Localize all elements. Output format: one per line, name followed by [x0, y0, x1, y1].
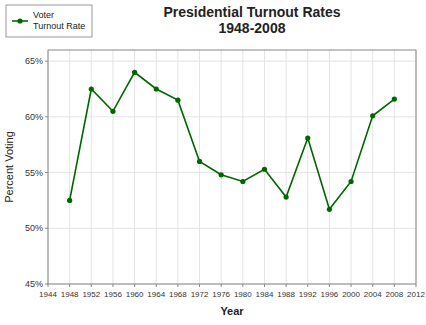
- point: [262, 167, 267, 172]
- y-tick-label: 55%: [25, 168, 43, 178]
- chart: 1944 19481952 1956 19601964 1968 19721976 1980…: [0, 0, 426, 325]
- axes: 1944 19481952 1956 19601964 1968 19721976 1980…: [25, 56, 425, 299]
- x-grid-line: [199, 50, 200, 284]
- point: [240, 179, 245, 184]
- text-line: Voter: [33, 10, 54, 20]
- x-grid-line: [112, 50, 113, 284]
- y-grid-line: [48, 172, 416, 173]
- y-tick-label: 65%: [25, 56, 43, 66]
- point: [305, 135, 310, 140]
- x-grid-line: [91, 50, 92, 284]
- x-grid-line: [372, 50, 373, 284]
- y-tick-label: 50%: [25, 223, 43, 233]
- y-tick-label: 45%: [25, 279, 43, 289]
- x-grid-line: [134, 50, 135, 284]
- x-tick: [91, 284, 92, 287]
- point: [284, 194, 289, 199]
- point: [348, 179, 353, 184]
- x-grid-line: [394, 50, 395, 284]
- x-tick-label: 1984: [256, 290, 274, 299]
- x-tick-label: 1948: [61, 290, 79, 299]
- point: [175, 98, 180, 103]
- text-line: 1948-2008: [219, 20, 286, 36]
- x-tick-label: 2004: [364, 290, 382, 299]
- x-tick: [416, 284, 417, 287]
- x-tick-label: 1968: [169, 290, 187, 299]
- line: [70, 72, 395, 209]
- point: [89, 86, 94, 91]
- x-tick: [329, 284, 330, 287]
- point: [392, 96, 397, 101]
- x-tick-label: 1944: [39, 290, 57, 299]
- x-tick: [242, 284, 243, 287]
- plot-frame: [48, 50, 416, 284]
- y-axis-label: Percent Voting: [3, 131, 15, 203]
- legend-label: VoterTurnout Rate: [33, 10, 85, 31]
- x-tick-label: 1960: [126, 290, 144, 299]
- y-grid-line: [48, 228, 416, 229]
- y-tick: [45, 228, 48, 229]
- legend: VoterTurnout Rate: [6, 5, 92, 37]
- x-tick-label: 1992: [299, 290, 317, 299]
- x-tick-label: 2012: [407, 290, 425, 299]
- x-tick-label: 1964: [147, 290, 165, 299]
- x-axis-label: Year: [220, 305, 244, 317]
- x-tick: [69, 284, 70, 287]
- x-tick: [307, 284, 308, 287]
- point: [110, 109, 115, 114]
- x-tick-label: 1988: [277, 290, 295, 299]
- x-tick: [351, 284, 352, 287]
- x-tick-label: 1972: [191, 290, 209, 299]
- y-grid-line: [48, 116, 416, 117]
- x-grid-line: [69, 50, 70, 284]
- x-tick: [264, 284, 265, 287]
- x-tick: [156, 284, 157, 287]
- x-grid-line: [307, 50, 308, 284]
- x-grid-line: [286, 50, 287, 284]
- grid: [48, 50, 416, 284]
- x-tick: [112, 284, 113, 287]
- x-tick-label: 1996: [321, 290, 339, 299]
- legend-box: [6, 5, 92, 37]
- text-line: Turnout Rate: [33, 21, 85, 31]
- point: [327, 207, 332, 212]
- x-tick-label: 1980: [234, 290, 252, 299]
- y-tick: [45, 116, 48, 117]
- x-grid-line: [351, 50, 352, 284]
- x-grid-line: [177, 50, 178, 284]
- x-grid-line: [329, 50, 330, 284]
- x-tick: [221, 284, 222, 287]
- y-tick: [45, 61, 48, 62]
- point: [219, 172, 224, 177]
- x-grid-line: [156, 50, 157, 284]
- x-tick: [286, 284, 287, 287]
- data: [67, 70, 397, 212]
- x-tick: [134, 284, 135, 287]
- text-line: Presidential Turnout Rates: [163, 4, 340, 20]
- plot-background: [48, 50, 416, 284]
- x-tick: [177, 284, 178, 287]
- x-tick-label: 1956: [104, 290, 122, 299]
- title: Presidential Turnout Rates1948-2008: [163, 4, 340, 36]
- x-tick-label: 1952: [82, 290, 100, 299]
- y-tick: [45, 172, 48, 173]
- point: [132, 70, 137, 75]
- x-tick: [372, 284, 373, 287]
- x-tick-label: 1976: [212, 290, 230, 299]
- point: [67, 198, 72, 203]
- y-tick-label: 60%: [25, 112, 43, 122]
- x-tick: [394, 284, 395, 287]
- y-grid-line: [48, 61, 416, 62]
- point: [154, 86, 159, 91]
- x-grid-line: [221, 50, 222, 284]
- x-tick-label: 2008: [385, 290, 403, 299]
- x-tick: [199, 284, 200, 287]
- x-grid-line: [242, 50, 243, 284]
- legend-marker: [17, 18, 22, 23]
- x-tick-label: 2000: [342, 290, 360, 299]
- point: [197, 159, 202, 164]
- point: [370, 113, 375, 118]
- y-tick: [45, 284, 48, 285]
